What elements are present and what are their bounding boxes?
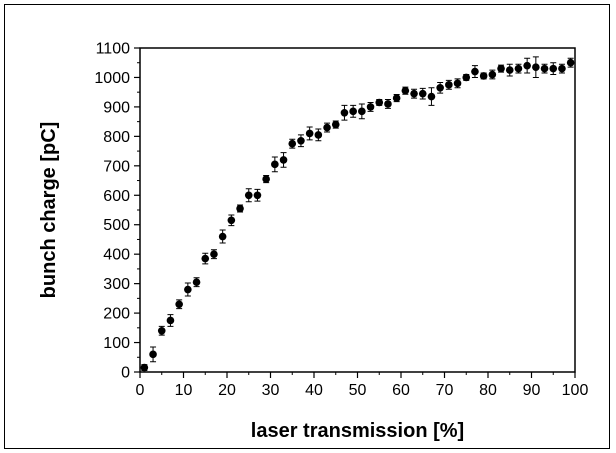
y-tick-label: 200: [103, 306, 130, 323]
data-point: [523, 61, 531, 70]
y-tick-label: 1100: [96, 41, 131, 58]
data-point: [401, 86, 410, 95]
y-tick-label: 900: [103, 99, 130, 116]
figure-frame: [4, 4, 610, 449]
data-point: [514, 64, 523, 73]
data-point: [366, 103, 375, 111]
data-point: [323, 123, 331, 132]
x-tick-label: 10: [175, 382, 193, 399]
data-point: [305, 129, 314, 138]
x-tick-label: 20: [218, 382, 236, 399]
data-point: [166, 316, 175, 325]
data-points: [140, 58, 575, 372]
data-point: [244, 191, 253, 200]
data-point: [340, 109, 349, 117]
y-tick-label: 700: [103, 158, 130, 175]
data-point: [566, 58, 575, 67]
data-point: [271, 160, 279, 169]
data-point: [505, 66, 514, 74]
x-axis-ticks: 0 10 20 30 40 50 60 70 80 90 100: [136, 372, 589, 399]
data-point: [462, 73, 471, 82]
y-tick-label: 800: [103, 129, 130, 146]
data-point: [314, 131, 323, 139]
data-point: [471, 67, 479, 76]
y-tick-label: 400: [103, 247, 130, 264]
data-point: [184, 285, 192, 294]
data-point: [262, 175, 270, 183]
data-point: [392, 94, 401, 102]
data-point: [297, 136, 305, 145]
data-point: [445, 81, 453, 89]
y-axis-label: bunch charge [pC]: [38, 122, 60, 299]
x-tick-label: 30: [262, 382, 280, 399]
data-point: [201, 254, 210, 263]
data-point: [279, 156, 288, 164]
y-axis-ticks: 0 100 200 300 400 500 600 700 800 900 1000 1100: [94, 41, 140, 382]
data-point: [453, 79, 462, 88]
y-tick-label: 500: [103, 217, 130, 234]
x-tick-label: 40: [305, 382, 323, 399]
data-point: [288, 139, 297, 148]
y-tick-label: 1000: [94, 70, 130, 87]
data-point: [532, 63, 540, 71]
data-point: [488, 70, 497, 79]
x-axis-label: laser transmission [%]: [251, 420, 464, 442]
data-point: [358, 107, 366, 116]
data-point: [479, 72, 488, 80]
y-tick-label: 600: [103, 188, 130, 205]
data-point: [418, 89, 427, 98]
data-point: [375, 98, 384, 107]
data-point: [497, 64, 505, 73]
data-point: [540, 64, 549, 73]
data-point: [149, 350, 157, 359]
x-tick-label: 90: [523, 382, 541, 399]
data-point: [331, 120, 340, 129]
x-tick-label: 70: [436, 382, 454, 399]
data-point: [218, 232, 227, 241]
data-point: [349, 107, 357, 116]
data-point: [210, 250, 218, 258]
y-tick-label: 300: [103, 276, 130, 293]
data-point: [558, 64, 566, 73]
data-point: [192, 278, 201, 286]
data-point: [253, 191, 262, 200]
x-tick-label: 50: [349, 382, 367, 399]
y-tick-label: 100: [103, 335, 130, 352]
data-point: [427, 92, 436, 101]
x-tick-label: 0: [136, 382, 145, 399]
data-point: [384, 100, 392, 108]
x-tick-label: 80: [479, 382, 497, 399]
y-tick-label: 0: [121, 365, 130, 382]
error-bars: [141, 56, 574, 372]
data-point: [140, 363, 149, 372]
data-point: [227, 216, 236, 225]
plot-area: [139, 47, 576, 373]
data-point: [236, 204, 244, 213]
x-tick-label: 100: [562, 382, 589, 399]
data-point: [549, 64, 558, 73]
x-tick-label: 60: [392, 382, 410, 399]
data-point: [157, 326, 166, 335]
data-point: [175, 300, 183, 309]
data-point: [436, 83, 444, 92]
data-point: [410, 89, 418, 98]
